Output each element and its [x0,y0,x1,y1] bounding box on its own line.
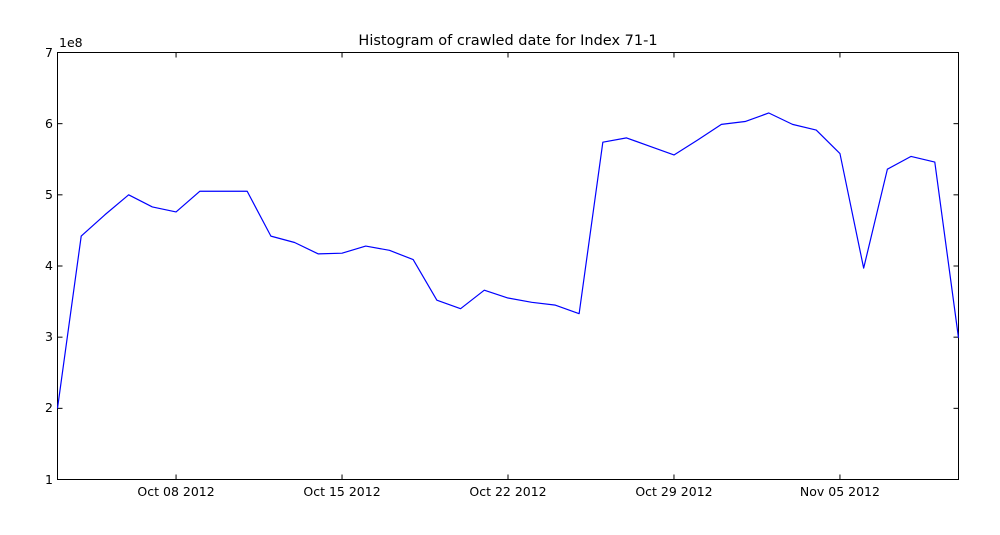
y-axis-tick-label: 7 [45,44,53,60]
x-axis-tick-label: Nov 05 2012 [799,484,880,499]
x-axis-tick-label: Oct 22 2012 [469,484,547,499]
y-axis-tick-label: 3 [45,329,53,345]
y-axis-tick-label: 1 [45,471,53,487]
x-axis-tick-label: Oct 15 2012 [303,484,381,499]
series-line [56,112,960,409]
y-axis-tick-label: 5 [45,186,53,202]
x-axis-tick-label: Oct 08 2012 [137,484,215,499]
x-axis-tick-label: Oct 29 2012 [635,484,713,499]
chart-title: Histogram of crawled date for Index 71-1 [358,33,658,49]
y-axis-offset-label: 1e8 [59,35,83,50]
y-axis-tick-label: 4 [45,258,53,273]
axes-frame [57,52,959,480]
axis-tick-marks [57,52,959,480]
y-axis-tick-label: 2 [45,400,53,416]
y-axis-tick-label: 6 [45,115,53,131]
